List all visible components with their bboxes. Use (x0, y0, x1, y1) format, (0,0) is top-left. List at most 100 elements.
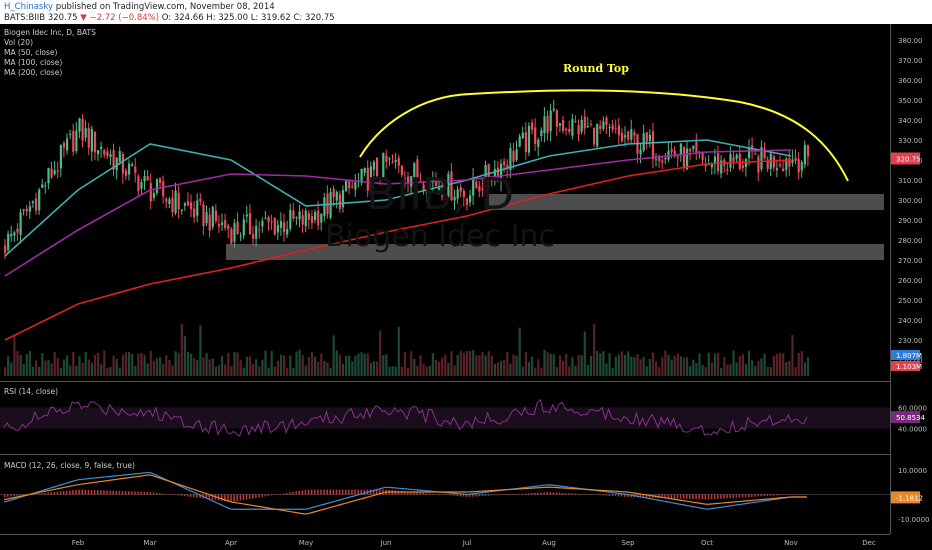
volume-bar (248, 356, 252, 376)
volume-bar (453, 365, 456, 376)
volume-bar (403, 352, 407, 376)
macd-histogram-bar (335, 489, 338, 495)
candle-body (59, 144, 62, 169)
volume-bar (794, 367, 797, 376)
candle-body (732, 157, 735, 162)
volume-bar (577, 354, 580, 376)
volume-bar (481, 351, 484, 376)
macd-histogram-bar (484, 494, 486, 496)
macd-histogram-bar (115, 490, 118, 495)
volume-bar (304, 365, 307, 376)
volume-bar (62, 359, 66, 376)
macd-histogram-bar (701, 494, 703, 500)
legend-item: MA (100, close) (4, 58, 62, 67)
volume-bar (202, 357, 205, 376)
candle-body (794, 157, 797, 161)
price-tick-label: 310.00 (898, 177, 923, 185)
watermark-name: Biogen Idec Inc (325, 219, 555, 254)
volume-value-label: 1.103M (896, 363, 922, 371)
volume-bar (168, 359, 171, 376)
chart-canvas[interactable]: 380.00 370.00 360.00 350.00 340.00 330.00 320.… (0, 24, 932, 550)
macd-histogram-bar (540, 492, 542, 495)
macd-histogram-bar (791, 494, 793, 495)
volume-bar (419, 355, 422, 376)
volume-bar (283, 355, 286, 376)
macd-histogram-bar (289, 492, 291, 495)
volume-bar (388, 366, 391, 376)
volume-bar (496, 362, 500, 376)
volume-bar (35, 360, 38, 376)
volume-bar (512, 354, 515, 376)
candle-body (267, 216, 270, 222)
candle-body (744, 159, 748, 168)
macd-histogram-bar (552, 492, 555, 495)
candle-body (648, 134, 651, 141)
macd-histogram-bar (769, 494, 772, 496)
candle-body (540, 130, 543, 137)
macd-histogram-bar (425, 493, 428, 495)
macd-histogram-bar (224, 494, 226, 502)
volume-bar (431, 352, 434, 376)
candle-body (527, 125, 531, 153)
volume-bar (695, 363, 698, 376)
candle-body (521, 132, 524, 139)
macd-histogram-bar (472, 494, 474, 497)
macd-histogram-bar (152, 492, 155, 495)
candle-body (410, 176, 413, 187)
publisher-line: H_Chinasky published on TradingView.com,… (4, 2, 275, 12)
candle-body (611, 124, 614, 130)
macd-histogram-bar (403, 491, 406, 495)
macd-histogram-bar (53, 492, 56, 495)
macd-histogram-bar (617, 494, 620, 497)
chart-area[interactable]: 380.00 370.00 360.00 350.00 340.00 330.00 320.… (0, 24, 932, 550)
price-tick-label: 380.00 (898, 37, 923, 45)
volume-bar (25, 353, 28, 376)
macd-histogram-bar (38, 493, 40, 495)
candle-body (490, 179, 493, 182)
volume-bar (224, 364, 227, 376)
candle-body (779, 164, 782, 166)
candle-body (655, 158, 658, 160)
volume-bar (152, 360, 155, 376)
volume-bar (624, 354, 627, 376)
round-top-curve (359, 89, 849, 182)
candle-body (379, 177, 382, 179)
volume-bar (131, 353, 134, 376)
volume-bar (524, 352, 527, 376)
volume-bar (69, 365, 72, 376)
macd-histogram-bar (205, 494, 207, 499)
macd-histogram-bar (19, 494, 21, 496)
macd-histogram-bar (726, 494, 728, 499)
candle-body (447, 173, 450, 198)
time-tick-label: Oct (701, 539, 713, 547)
volume-bar (245, 356, 248, 376)
macd-histogram-bar (354, 489, 356, 495)
volume-bar (112, 355, 115, 376)
volume-bar (558, 355, 562, 376)
macd-histogram-bar (639, 494, 641, 498)
volume-bar (772, 355, 775, 376)
volume-bar (53, 352, 56, 376)
macd-histogram-bar (546, 492, 548, 495)
candle-body (565, 128, 568, 131)
macd-histogram-bar (459, 494, 462, 497)
volume-bar (41, 353, 44, 376)
volume-bar (679, 356, 682, 376)
candle-body (645, 132, 648, 142)
macd-histogram-bar (162, 493, 164, 495)
volume-bar (806, 357, 810, 376)
candle-body (450, 171, 453, 201)
candle-body (664, 157, 667, 160)
volume-bar (701, 364, 704, 376)
candle-body (16, 228, 19, 233)
macd-histogram-bar (496, 494, 499, 496)
macd-histogram-bar (419, 492, 421, 495)
username-link[interactable]: H_Chinasky (4, 2, 53, 12)
volume-bar (270, 351, 273, 376)
macd-histogram-bar (478, 494, 480, 497)
candle-body (589, 123, 593, 125)
candle-body (81, 119, 84, 141)
macd-histogram-bar (400, 490, 403, 495)
candle-body (478, 185, 481, 192)
macd-histogram-bar (106, 490, 108, 495)
